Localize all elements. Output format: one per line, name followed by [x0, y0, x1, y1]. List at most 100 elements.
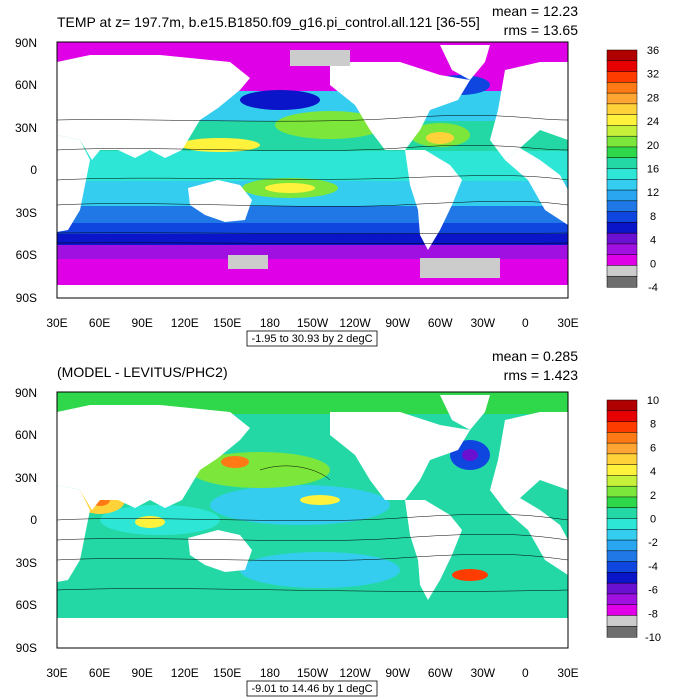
colorbar-swatch: [606, 582, 638, 595]
land-europe-africa-east: [490, 62, 568, 160]
lat-tick-label: 90N: [15, 386, 37, 400]
colorbar-label: 8: [650, 419, 656, 431]
colorbar-label: 2: [650, 490, 656, 502]
colorbar-swatch: [606, 561, 638, 573]
lon-tick-label: 60E: [89, 666, 110, 680]
lat-tick-label: 30S: [16, 206, 37, 220]
land-australia: [188, 530, 252, 572]
colorbar-label: 8: [650, 211, 656, 223]
warm-pool-north-pacific: [275, 111, 385, 139]
colorbar-swatch: [606, 211, 638, 223]
colorbar-swatch: [606, 92, 638, 105]
colorbar-label: 0: [650, 258, 656, 270]
lon-tick-label: 60W: [428, 316, 453, 330]
colorbar-label: 32: [647, 69, 659, 81]
southern-band-lightblue: [57, 205, 568, 223]
colorbar-swatch: [606, 157, 638, 170]
colorbar-label: -10: [645, 632, 661, 644]
colorbar-label: 4: [650, 466, 656, 478]
colorbar-swatch: [606, 496, 638, 509]
map-frame: [56, 391, 569, 649]
map-field: [57, 392, 568, 648]
colorbar-swatch: [606, 421, 638, 433]
lon-tick-label: 150E: [213, 316, 241, 330]
land-africa-west: [505, 148, 568, 225]
land-greenland: [440, 45, 490, 80]
colorbar-swatch: [606, 615, 638, 627]
mean-value: mean = 12.23: [492, 3, 578, 19]
anomaly-south-pacific: [240, 552, 400, 588]
lon-tick-label: 150W: [297, 666, 329, 680]
colorbar-label: 10: [647, 395, 659, 407]
colorbar-swatch: [606, 593, 638, 606]
anomaly-brazil-malvinas: [452, 569, 488, 581]
colorbar-swatch: [606, 222, 638, 234]
lon-tick-label: 120W: [339, 316, 371, 330]
colorbar-swatch: [606, 200, 638, 213]
land-south-america: [405, 150, 462, 250]
lon-tick-label: 30W: [470, 666, 495, 680]
colorbar-label: 12: [647, 187, 659, 199]
lon-tick-label: 90W: [385, 666, 410, 680]
anomaly-bay-bengal: [135, 516, 165, 528]
colorbar-swatch: [606, 518, 638, 530]
land-north-america: [330, 412, 470, 500]
colorbar-swatch: [606, 529, 638, 541]
lon-tick-label: 30E: [557, 666, 578, 680]
colorbar-swatch: [606, 179, 638, 191]
colorbar-swatch: [606, 432, 638, 444]
antarctic-ice-ross: [228, 255, 268, 269]
arctic-ice: [290, 50, 350, 66]
contour-lines: [57, 115, 568, 244]
colorbar-swatch: [606, 254, 638, 267]
colorbar-swatch: [606, 550, 638, 563]
lat-tick-label: 60S: [16, 598, 37, 612]
land-africa: [57, 485, 90, 582]
warm-core-north-atlantic: [426, 132, 454, 144]
anomaly-pacific-warm: [300, 495, 340, 505]
lat-tick-label: 30N: [15, 471, 37, 485]
anomaly-labrador-core: [462, 449, 478, 461]
colorbar-swatch: [606, 82, 638, 94]
lon-tick-label: 0: [522, 666, 529, 680]
lat-axis: 90N 60N 30N 0 30S 60S 90S: [15, 386, 37, 655]
anomaly-kuroshio: [221, 456, 249, 468]
colorbar-swatch: [606, 125, 638, 137]
colorbar-swatch: [606, 485, 638, 498]
land-north-america: [330, 62, 470, 150]
colorbar-swatch: [606, 604, 638, 617]
colorbar-swatch: [606, 453, 638, 466]
colorbar-swatch: [606, 625, 638, 638]
colorbar-swatch: [606, 135, 638, 148]
lon-tick-label: 90E: [132, 316, 153, 330]
colorbar-swatch: [606, 572, 638, 584]
lon-tick-label: 90E: [132, 666, 153, 680]
colorbar-label: -4: [648, 282, 658, 294]
land-eurasia: [57, 405, 250, 510]
land-south-america: [405, 500, 462, 600]
colorbar-swatch: [606, 168, 638, 180]
colorbar-swatch: [606, 539, 638, 552]
lon-tick-label: 150E: [213, 666, 241, 680]
colorbar-swatch: [606, 60, 638, 73]
north-pacific-cold: [240, 90, 320, 110]
lon-tick-label: 30E: [46, 316, 67, 330]
land-eurasia: [57, 55, 250, 160]
colorbar-label: 24: [647, 116, 659, 128]
lon-tick-label: 30E: [46, 666, 67, 680]
lat-tick-label: 90N: [15, 36, 37, 50]
colorbar-label: 16: [647, 164, 659, 176]
southern-band-midblue: [57, 222, 568, 234]
lat-tick-label: 30S: [16, 556, 37, 570]
southern-band-purple: [57, 243, 568, 259]
lon-axis: 30E 60E 90E 120E 150E 180 150W 120W 90W …: [46, 316, 578, 330]
mean-value: mean = 0.285: [492, 348, 578, 364]
southern-band-blue: [57, 233, 568, 245]
warm-core-north-pacific: [180, 138, 260, 152]
colorbar-label: 28: [647, 92, 659, 104]
lat-tick-label: 60N: [15, 78, 37, 92]
lat-tick-label: 0: [30, 513, 37, 527]
colorbar-swatch: [606, 399, 638, 412]
colorbar-swatch: [606, 49, 638, 62]
